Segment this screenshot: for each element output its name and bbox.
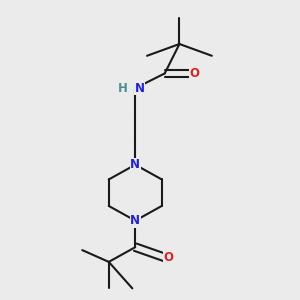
Text: N: N [130, 214, 140, 227]
Text: N: N [130, 158, 140, 171]
Text: O: O [163, 251, 173, 264]
Text: O: O [190, 67, 200, 80]
Text: N: N [135, 82, 145, 95]
Text: H: H [118, 82, 128, 95]
